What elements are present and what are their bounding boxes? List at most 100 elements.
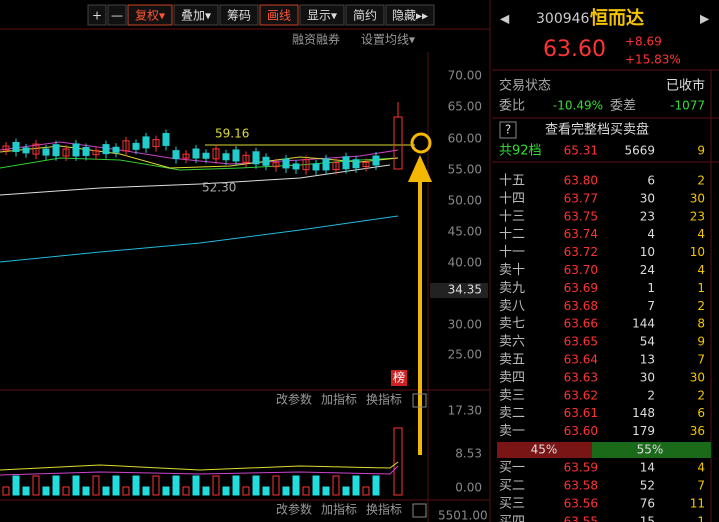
annotation: 59.16 xyxy=(215,127,249,141)
volume-bar xyxy=(162,486,170,496)
toolbar-label: 画线 xyxy=(267,9,291,23)
badge-bg xyxy=(391,370,407,386)
level: 买一 xyxy=(499,461,525,476)
volume: 24 xyxy=(640,263,655,277)
next-arrow[interactable]: ▶ xyxy=(700,12,710,26)
axis-label: 25.00 xyxy=(448,348,482,362)
toolbar-button[interactable] xyxy=(345,4,385,26)
volume-bar xyxy=(202,486,210,496)
candle xyxy=(312,163,320,171)
close-box[interactable] xyxy=(412,393,427,408)
volume-bar xyxy=(42,486,50,496)
link[interactable]: 查看完整档买卖盘 xyxy=(545,122,649,138)
tool-link[interactable]: 改参数 xyxy=(276,392,312,407)
candle xyxy=(112,146,120,153)
axis-label: 45.00 xyxy=(448,225,482,239)
close-box[interactable] xyxy=(412,503,427,518)
toolbar-label: 筹码 xyxy=(227,9,251,23)
volume-bar xyxy=(312,475,320,496)
toolbar-button[interactable] xyxy=(259,4,299,26)
tool-link[interactable]: 加指标 xyxy=(321,392,357,407)
candles xyxy=(2,129,380,175)
prev-arrow[interactable]: ◀ xyxy=(500,12,510,26)
candle xyxy=(62,148,70,157)
volume-bar xyxy=(52,475,60,496)
volume-bar xyxy=(282,486,290,496)
axis-label: 70.00 xyxy=(448,69,482,83)
stock-code: 300946 xyxy=(536,11,590,27)
toolbar-label: — xyxy=(111,9,123,23)
candle xyxy=(92,150,100,156)
volume-bar xyxy=(352,475,360,496)
value: 65.31 xyxy=(564,144,598,158)
volume: 30 xyxy=(640,191,655,205)
volume-bar xyxy=(252,475,260,496)
count: 7 xyxy=(697,479,705,493)
toolbar-button[interactable] xyxy=(173,4,219,26)
toolbar-button[interactable] xyxy=(219,4,259,26)
price: 63.60 xyxy=(564,424,598,438)
link[interactable]: 设置均线▾ xyxy=(361,33,415,47)
axis-label: 30.00 xyxy=(448,318,482,332)
badge: 榜 xyxy=(393,370,405,385)
toolbar-button[interactable] xyxy=(107,4,127,26)
volume-bar xyxy=(102,486,110,496)
volume-bar xyxy=(192,475,200,496)
count: 1 xyxy=(697,515,705,522)
candle xyxy=(192,148,200,159)
candle xyxy=(282,158,290,169)
price: 63.74 xyxy=(564,227,598,241)
level: 十二 xyxy=(499,227,525,242)
candle xyxy=(72,143,80,157)
volume-bars xyxy=(2,475,380,496)
volume-bar xyxy=(342,486,350,496)
level: 卖六 xyxy=(499,335,525,350)
toolbar-button[interactable] xyxy=(87,4,107,26)
volume: 54 xyxy=(640,335,655,349)
level: 卖八 xyxy=(499,299,525,314)
volume: 23 xyxy=(640,209,655,223)
axis-label: 60.00 xyxy=(448,132,482,146)
toolbar-button[interactable] xyxy=(127,4,173,26)
volume-bar xyxy=(22,486,30,496)
candle xyxy=(132,142,140,150)
toolbar-label: 显示▾ xyxy=(307,9,337,23)
candle xyxy=(122,140,130,152)
volume-bar xyxy=(132,475,140,496)
volume: 179 xyxy=(632,424,655,438)
level: 卖九 xyxy=(499,281,525,296)
candle xyxy=(32,143,40,155)
count: 4 xyxy=(697,461,705,475)
toolbar-button[interactable] xyxy=(299,4,345,26)
volume: 10 xyxy=(640,245,655,259)
toolbar-button[interactable] xyxy=(385,4,435,26)
candle xyxy=(322,158,330,171)
tool-link[interactable]: 改参数 xyxy=(276,502,312,517)
volume: 52 xyxy=(640,479,655,493)
buy-bar xyxy=(592,442,711,458)
count: 10 xyxy=(690,245,705,259)
ma-line xyxy=(0,215,399,263)
volume-bar xyxy=(302,486,310,496)
candle xyxy=(52,144,60,157)
tool-link[interactable]: 换指标 xyxy=(366,502,402,517)
value: 9 xyxy=(697,144,705,158)
candle xyxy=(272,162,280,168)
candle xyxy=(102,144,110,155)
tool-link[interactable]: 加指标 xyxy=(321,502,357,517)
candle xyxy=(152,139,160,148)
link[interactable]: 融资融券 xyxy=(292,32,340,47)
count: 2 xyxy=(697,174,705,188)
annotation: 52.30 xyxy=(202,181,236,195)
level: 卖五 xyxy=(499,353,525,368)
volume-bar xyxy=(152,475,160,496)
count: 30 xyxy=(690,191,705,205)
candle xyxy=(252,151,260,165)
icon: ? xyxy=(505,123,511,137)
level: 买三 xyxy=(499,497,525,512)
tool-link[interactable]: 换指标 xyxy=(366,392,402,407)
price: 63.59 xyxy=(564,461,598,475)
count: 6 xyxy=(697,406,705,420)
